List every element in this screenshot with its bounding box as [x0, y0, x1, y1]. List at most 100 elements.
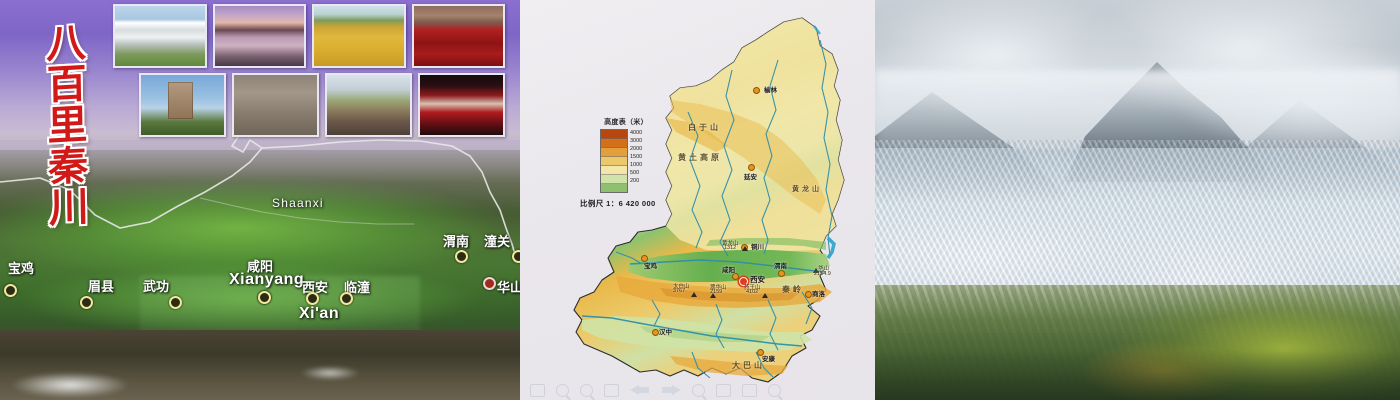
- map-dot-yanan: [748, 164, 755, 171]
- map-elev-taibai-shan: 3767: [673, 288, 686, 294]
- map-elev-huashan: 2154.9: [814, 271, 831, 277]
- crop-icon[interactable]: [530, 383, 545, 397]
- map-label-huanglong: 黄龙山: [722, 241, 739, 247]
- region-label-shaanxi: Shaanxi: [272, 196, 324, 210]
- map-label-yanan: 延安: [744, 174, 757, 181]
- map-peak-marker-huashan: [813, 268, 819, 273]
- map-dot-baoji: [4, 284, 17, 297]
- thumbnail-yellow-river-photo[interactable]: [212, 4, 306, 68]
- shaanxi-province-shape: [573, 17, 845, 383]
- thumbnail-huashan-photo[interactable]: [113, 4, 207, 68]
- elevation-legend: 高度表（米） 4000 3000 2000 1500 1000: [580, 117, 672, 209]
- map-label-cuihua-shan: 翠华山: [710, 285, 727, 291]
- map-region-baiyu-shan: 白于山: [688, 123, 721, 132]
- thumbnail-row-1: [113, 4, 505, 68]
- map-dot-xian: [739, 277, 748, 286]
- next-arrow-icon[interactable]: [661, 384, 681, 397]
- snow-patch-secondary: [300, 366, 360, 380]
- valley-inner-highlight: [140, 276, 420, 338]
- map-dot-shangluo: [805, 291, 812, 298]
- map-region-daba-shan: 大巴山: [732, 361, 765, 370]
- thumbnail-row-2: [139, 73, 505, 137]
- viewer-toolbar[interactable]: [520, 380, 875, 400]
- map-dot-meixian: [80, 296, 93, 309]
- map-label-weinan: 渭南: [443, 234, 470, 249]
- stop-icon[interactable]: [716, 383, 731, 397]
- map-dot-xian: [306, 292, 319, 305]
- map-label-xianyang-en: Xianyang: [229, 271, 305, 288]
- map-label-yaowang-shan: 药王山: [744, 285, 761, 291]
- map-region-qinling: 秦岭: [782, 285, 804, 294]
- map-dot-wugong: [169, 296, 182, 309]
- map-peak-marker-cuihua-shan: [710, 293, 716, 298]
- map-label-xianyang: 咸阳: [722, 267, 735, 274]
- foreground-shadow: [875, 350, 1400, 400]
- province-border-overlay: [0, 133, 517, 259]
- map-label-huashan: 华山: [818, 266, 830, 272]
- legend-title: 高度表（米）: [604, 119, 648, 126]
- zoom-in-icon[interactable]: [580, 383, 593, 397]
- calligraphy-title: 八百里秦川: [38, 20, 90, 229]
- thumbnail-chili-pepper-photo[interactable]: [411, 4, 505, 68]
- map-dot-baoji: [641, 255, 648, 262]
- photo-thumbnail-grid: [113, 4, 505, 137]
- legend-value-500: 500: [630, 170, 640, 176]
- fullscreen-icon[interactable]: [742, 383, 757, 397]
- snow-patch: [10, 372, 130, 398]
- search-icon[interactable]: [768, 383, 781, 397]
- map-label-shangluo: 商洛: [812, 291, 825, 298]
- map-dot-huashan: [483, 277, 496, 290]
- map-elev-huanglong: 1312: [724, 245, 737, 251]
- map-label-weinan: 渭南: [774, 263, 787, 270]
- map-label-meixian: 眉县: [88, 279, 115, 294]
- map-peak-marker-huanglong: [742, 246, 748, 251]
- legend-value-1500: 1500: [630, 154, 643, 160]
- map-dot-lintong: [340, 292, 353, 305]
- map-dot-yulin: [753, 87, 760, 94]
- map-region-huanglong-shan: 黄龙山: [792, 186, 822, 193]
- map-peak-marker-taibai-shan: [691, 292, 697, 297]
- map-label-lintong: 临潼: [344, 280, 371, 295]
- map-label-tongchuan: 铜川: [751, 244, 764, 251]
- snowy-forest-photo-panel: [875, 0, 1400, 400]
- shaanxi-topographic-map-panel: 高度表（米） 4000 3000 2000 1500 1000: [520, 0, 875, 400]
- map-elev-yaowang-shan: 4102: [746, 289, 759, 295]
- map-label-wugong: 武功: [143, 279, 170, 294]
- thumbnail-terracotta-warriors-photo[interactable]: [232, 73, 319, 137]
- satellite-relief-panel: 八百里秦川 Shaanxi 宝鸡 眉县 武功 咸阳 Xianyang 西安: [0, 0, 520, 400]
- map-label-huashan: 华山: [497, 280, 520, 295]
- thumbnail-qinqiang-opera-photo[interactable]: [418, 73, 505, 137]
- zoom-out-icon[interactable]: [556, 383, 569, 397]
- legend-color-bars: [600, 129, 628, 193]
- legend-value-3000: 3000: [630, 138, 643, 144]
- map-dot-weinan: [778, 270, 785, 277]
- legend-value-list: 4000 3000 2000 1500 1000 500 200: [630, 129, 642, 185]
- map-label-xian-cn: 西安: [302, 280, 329, 295]
- map-label-xianyang-cn: 咸阳: [247, 259, 274, 274]
- map-elev-cuihua-shan: 2159: [710, 289, 723, 295]
- map-region-loess-plateau: 黄土高原: [678, 153, 722, 162]
- thumbnail-big-wild-goose-pagoda-photo[interactable]: [139, 73, 226, 137]
- legend-value-200: 200: [630, 178, 640, 184]
- map-label-baoji: 宝鸡: [644, 263, 657, 270]
- thumbnail-folk-parade-photo[interactable]: [325, 73, 412, 137]
- thumbnail-wheat-field-photo[interactable]: [312, 4, 406, 68]
- map-dot-weinan: [455, 250, 468, 263]
- fit-width-icon[interactable]: [604, 383, 619, 397]
- map-dot-hanzhong: [652, 329, 659, 336]
- map-label-tongguan: 潼关: [484, 234, 511, 249]
- previous-arrow-icon[interactable]: [630, 384, 650, 397]
- map-scale-text: 比例尺 1：6 420 000: [580, 199, 656, 208]
- map-dot-ankang: [757, 349, 764, 356]
- map-dot-xian-a: [258, 291, 271, 304]
- map-label-baoji: 宝鸡: [8, 261, 35, 276]
- map-dot-tongguan: [512, 250, 520, 263]
- atmospheric-haze: [0, 140, 520, 210]
- map-label-taibai-shan: 太白山: [673, 284, 690, 290]
- map-label-ankang: 安康: [762, 356, 775, 363]
- map-peak-marker-yaowang-shan: [762, 293, 768, 298]
- rotate-icon[interactable]: [692, 383, 705, 397]
- map-label-xian-en: Xi'an: [299, 305, 340, 322]
- legend-value-2000: 2000: [630, 146, 643, 152]
